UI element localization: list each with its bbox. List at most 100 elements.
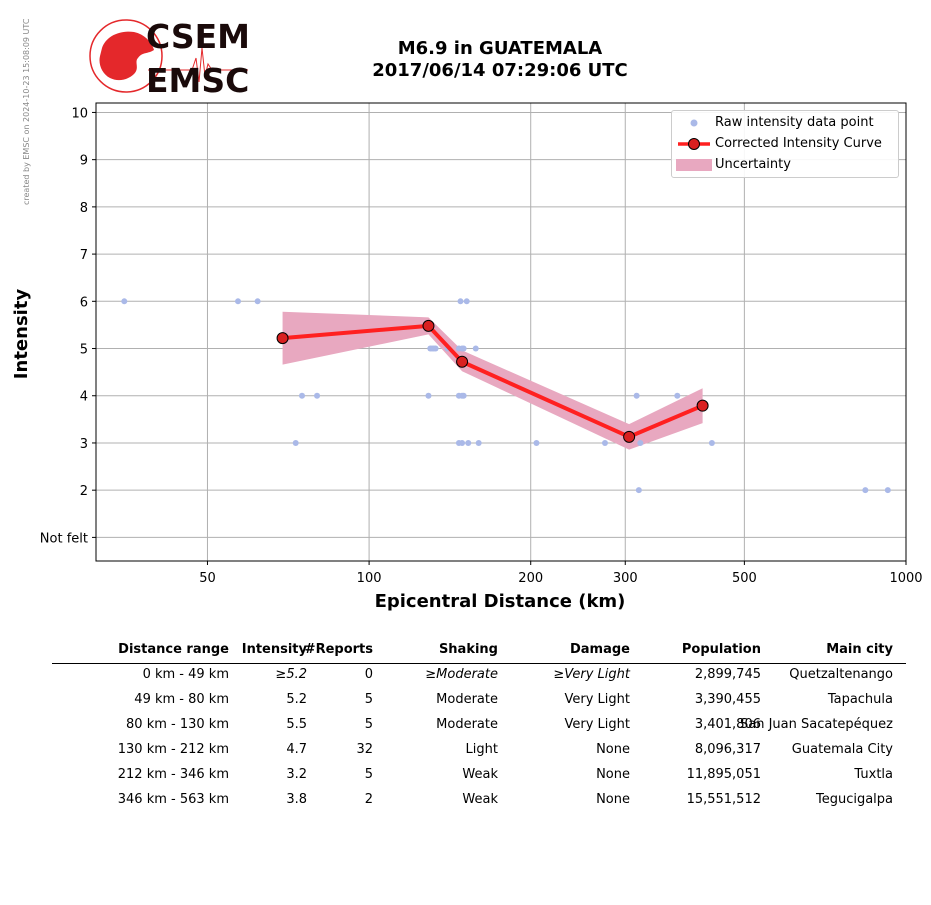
tick-labels: 50 100 200 300 500 1000 Not felt 2 3 4 5 6 7 8 9 10 bbox=[40, 106, 923, 586]
table-header: Distance range Intensity #Reports Shakin… bbox=[52, 642, 906, 664]
raw-point-29 bbox=[637, 439, 644, 446]
raw-point-12 bbox=[457, 298, 464, 305]
cell-distance: 346 km - 563 km bbox=[117, 792, 229, 807]
uncertainty-band bbox=[282, 311, 703, 450]
raw-point-4 bbox=[314, 392, 321, 399]
raw-point-24 bbox=[475, 439, 482, 446]
legend-raw-marker bbox=[690, 119, 698, 127]
table-divider bbox=[52, 663, 906, 664]
raw-point-1 bbox=[235, 298, 242, 305]
logo-csem: CSEM bbox=[146, 18, 250, 56]
cell-shaking: Light bbox=[465, 742, 498, 757]
cell-main-city: Tapachula bbox=[827, 692, 893, 707]
header-distance: Distance range bbox=[118, 642, 229, 657]
logo-emsc: EMSC bbox=[146, 61, 249, 98]
y-tick-label-4: 5 bbox=[80, 343, 88, 358]
raw-point-16 bbox=[460, 345, 467, 352]
table-row: 346 km - 563 km 3.8 2 Weak None 15,551,512 Teg… bbox=[52, 792, 906, 814]
y-tick-label-0: Not felt bbox=[40, 531, 88, 546]
cell-intensity: ≥5.2 bbox=[275, 667, 307, 682]
cell-reports: 2 bbox=[364, 792, 373, 807]
chart-title: M6.9 in GUATEMALA 2017/06/14 07:29:06 UT… bbox=[300, 38, 700, 82]
y-axis-label: Intensity bbox=[11, 289, 32, 380]
cell-intensity: 5.5 bbox=[286, 717, 307, 732]
y-tick-label-2: 3 bbox=[80, 437, 88, 452]
cell-shaking: Moderate bbox=[436, 717, 498, 732]
cell-main-city: Guatemala City bbox=[791, 742, 893, 757]
header-main-city: Main city bbox=[826, 642, 893, 657]
raw-point-28 bbox=[635, 487, 642, 494]
raw-point-30 bbox=[674, 392, 681, 399]
header-intensity: Intensity bbox=[241, 642, 307, 657]
curve-marker-3 bbox=[623, 430, 636, 443]
raw-point-22 bbox=[459, 439, 466, 446]
legend-curve-marker bbox=[678, 138, 710, 150]
cell-reports: 5 bbox=[364, 717, 373, 732]
raw-point-33 bbox=[884, 487, 891, 494]
axes bbox=[92, 102, 907, 565]
header-damage: Damage bbox=[569, 642, 630, 657]
raw-point-25 bbox=[533, 439, 540, 446]
raw-point-10 bbox=[432, 345, 439, 352]
cell-reports: 0 bbox=[364, 667, 373, 682]
raw-point-20 bbox=[460, 392, 467, 399]
cell-population: 2,899,745 bbox=[694, 667, 761, 682]
cell-damage: None bbox=[596, 792, 630, 807]
cell-population: 3,401,806 bbox=[694, 717, 761, 732]
raw-point-2 bbox=[254, 298, 261, 305]
table-row: 0 km - 49 km ≥5.2 0 ≥Moderate ≥Very Light 2,8… bbox=[52, 667, 906, 689]
cell-damage: ≥Very Light bbox=[553, 667, 630, 682]
cell-intensity: 3.2 bbox=[286, 767, 307, 782]
cell-damage: None bbox=[596, 742, 630, 757]
raw-point-0 bbox=[121, 298, 128, 305]
cell-distance: 49 km - 80 km bbox=[134, 692, 229, 707]
cell-population: 3,390,455 bbox=[694, 692, 761, 707]
raw-point-32 bbox=[862, 487, 869, 494]
cell-shaking: Weak bbox=[462, 792, 498, 807]
legend-curve-label: Corrected Intensity Curve bbox=[715, 136, 882, 151]
table-row: 49 km - 80 km 5.2 5 Moderate Very Light 3,390… bbox=[52, 692, 906, 714]
y-tick-label-1: 2 bbox=[80, 484, 88, 499]
cell-population: 8,096,317 bbox=[694, 742, 761, 757]
cell-population: 15,551,512 bbox=[686, 792, 761, 807]
raw-point-3 bbox=[299, 392, 306, 399]
x-tick-label-2: 200 bbox=[518, 571, 543, 586]
cell-reports: 5 bbox=[364, 692, 373, 707]
header-shaking: Shaking bbox=[438, 642, 498, 657]
table-row: 80 km - 130 km 5.5 5 Moderate Very Light 3,40… bbox=[52, 717, 906, 739]
cell-damage: Very Light bbox=[564, 692, 631, 707]
cell-intensity: 4.7 bbox=[286, 742, 307, 757]
cell-damage: Very Light bbox=[564, 717, 631, 732]
legend-raw-label: Raw intensity data point bbox=[715, 115, 874, 130]
legend: Raw intensity data point Corrected Inten… bbox=[671, 110, 899, 178]
cell-shaking: Moderate bbox=[436, 692, 498, 707]
table-row: 130 km - 212 km 4.7 32 Light None 8,096,317 Gu… bbox=[52, 742, 906, 764]
x-tick-label-5: 1000 bbox=[889, 571, 922, 586]
cell-main-city: Tegucigalpa bbox=[815, 792, 893, 807]
raw-point-23 bbox=[465, 439, 472, 446]
uncertainty-area bbox=[282, 311, 703, 450]
x-tick-label-4: 500 bbox=[732, 571, 757, 586]
raw-point-31 bbox=[708, 439, 715, 446]
x-tick-label-0: 50 bbox=[199, 571, 216, 586]
y-tick-label-6: 7 bbox=[80, 248, 88, 263]
cell-distance: 0 km - 49 km bbox=[142, 667, 229, 682]
curve-marker-1 bbox=[422, 319, 435, 332]
raw-point-26 bbox=[601, 439, 608, 446]
title-line-1: M6.9 in GUATEMALA bbox=[397, 38, 603, 59]
cell-distance: 130 km - 212 km bbox=[117, 742, 229, 757]
header-reports: #Reports bbox=[304, 642, 373, 657]
legend-item-curve: Corrected Intensity Curve bbox=[672, 135, 898, 153]
emsc-logo: CSEM EMSC bbox=[89, 18, 250, 98]
intensity-curve bbox=[276, 319, 709, 443]
curve-marker-4 bbox=[696, 399, 709, 412]
legend-uncertainty-label: Uncertainty bbox=[715, 157, 791, 172]
raw-point-17 bbox=[472, 345, 479, 352]
legend-uncertainty-marker bbox=[676, 159, 712, 171]
intensity-chart: 50 100 200 300 500 1000 Not felt 2 3 4 5 6 7 8 9 10 Epi… bbox=[11, 102, 923, 612]
curve-marker-2 bbox=[456, 355, 469, 368]
table-row: 212 km - 346 km 3.2 5 Weak None 11,895,051 Tux… bbox=[52, 767, 906, 789]
curve-marker-0 bbox=[276, 332, 289, 345]
cell-population: 11,895,051 bbox=[686, 767, 761, 782]
y-tick-label-5: 6 bbox=[80, 295, 88, 310]
